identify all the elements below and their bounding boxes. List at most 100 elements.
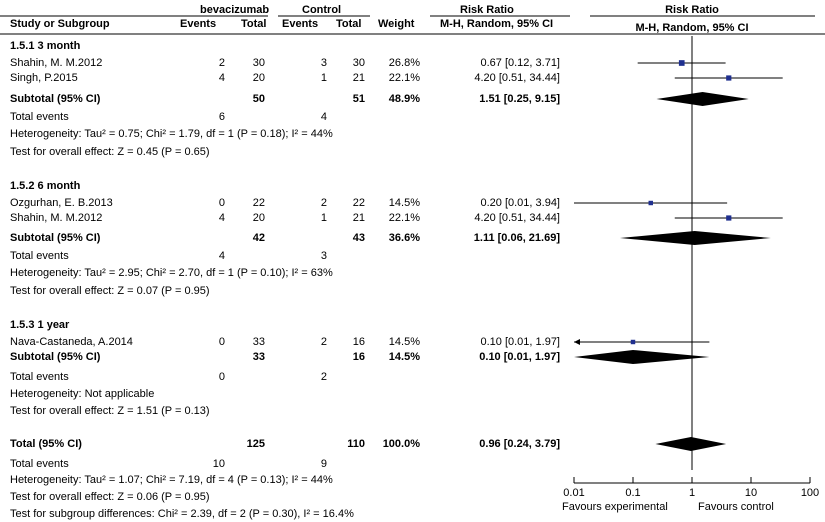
- total2-cell: 21: [352, 212, 365, 224]
- total1-cell: 30: [252, 57, 265, 69]
- study-point: [726, 75, 732, 81]
- x-tick-label: 1: [689, 487, 695, 499]
- heterogeneity-text: Heterogeneity: Not applicable: [10, 388, 155, 400]
- pooled-diamond: [619, 231, 771, 245]
- events2-cell: 1: [320, 212, 327, 224]
- heterogeneity-text: Heterogeneity: Tau² = 1.07; Chi² = 7.19,…: [10, 474, 333, 486]
- weight-cell: 22.1%: [388, 72, 420, 84]
- total-total2: 110: [347, 438, 365, 450]
- x-tick-label: 0.1: [625, 487, 640, 499]
- total1-cell: 22: [252, 197, 265, 209]
- events2-cell: 2: [320, 336, 327, 348]
- study-name: Shahin, M. M.2012: [10, 57, 103, 69]
- events1-cell: 0: [218, 197, 225, 209]
- total-events-label: Total events: [10, 458, 69, 470]
- weight-cell: 26.8%: [388, 57, 420, 69]
- total1-cell: 20: [252, 72, 265, 84]
- total1-header: Total: [241, 18, 267, 30]
- subgroup-differences-text: Test for subgroup differences: Chi² = 2.…: [10, 508, 354, 520]
- study-point: [678, 60, 685, 66]
- x-tick-label: 0.01: [563, 487, 584, 499]
- heterogeneity-text: Heterogeneity: Tau² = 0.75; Chi² = 1.79,…: [10, 128, 333, 140]
- total-events2: 2: [320, 371, 327, 383]
- ci-cell: 0.10 [0.01, 1.97]: [480, 336, 560, 348]
- subtotal-ci: 1.11 [0.06, 21.69]: [473, 232, 560, 244]
- total-events-label: Total events: [10, 250, 69, 262]
- subtotal-ci: 1.51 [0.25, 9.15]: [479, 93, 560, 105]
- study-point: [648, 200, 653, 206]
- study-point: [726, 215, 732, 221]
- subgroup-title: 1.5.2 6 month: [10, 180, 81, 192]
- events1-cell: 2: [218, 57, 225, 69]
- events1-cell: 4: [218, 72, 225, 84]
- total2-cell: 16: [352, 336, 365, 348]
- total2-cell: 21: [352, 72, 365, 84]
- rr-column-title: Risk Ratio: [460, 4, 514, 16]
- ci-cell: 4.20 [0.51, 34.44]: [474, 72, 560, 84]
- subtotal-total1: 33: [252, 351, 265, 363]
- plot-marks: [574, 36, 783, 470]
- total-ci: 0.96 [0.24, 3.79]: [479, 438, 560, 450]
- subtotal-total2: 43: [352, 232, 365, 244]
- events2-cell: 1: [320, 72, 327, 84]
- total-events1: 10: [212, 458, 225, 470]
- overall-effect-text: Test for overall effect: Z = 0.45 (P = 0…: [10, 146, 210, 158]
- total2-cell: 22: [352, 197, 365, 209]
- total-events2: 9: [320, 458, 327, 470]
- x-tick-label: 100: [801, 487, 819, 499]
- subtotal-total1: 42: [252, 232, 265, 244]
- ci-cell: 0.20 [0.01, 3.94]: [480, 197, 560, 209]
- total-events1: 4: [218, 250, 225, 262]
- total-events1: 6: [218, 111, 225, 123]
- pooled-diamond: [655, 437, 727, 451]
- total2-cell: 30: [352, 57, 365, 69]
- study-name: Ozgurhan, E. B.2013: [10, 197, 113, 209]
- subgroup-title: 1.5.1 3 month: [10, 40, 81, 52]
- favours-right-label: Favours control: [698, 501, 774, 513]
- heterogeneity-text: Heterogeneity: Tau² = 2.95; Chi² = 2.70,…: [10, 267, 333, 279]
- study-point: [630, 339, 636, 345]
- subtotal-total1: 50: [252, 93, 265, 105]
- events2-cell: 3: [320, 57, 327, 69]
- subtotal-weight: 14.5%: [388, 351, 420, 363]
- weight-cell: 22.1%: [388, 212, 420, 224]
- total-events2: 4: [320, 111, 327, 123]
- weight-cell: 14.5%: [388, 197, 420, 209]
- study-column-header: Study or Subgroup: [10, 18, 110, 30]
- subtotal-weight: 36.6%: [388, 232, 420, 244]
- rr-method-header: M-H, Random, 95% CI: [440, 18, 554, 30]
- events1-cell: 0: [218, 336, 225, 348]
- total-events-label: Total events: [10, 371, 69, 383]
- subtotal-label: Subtotal (95% CI): [10, 93, 101, 105]
- x-tick-label: 10: [745, 487, 757, 499]
- total-label: Total (95% CI): [10, 438, 82, 450]
- total-total1: 125: [246, 438, 265, 450]
- total-weight: 100.0%: [382, 438, 420, 450]
- study-name: Nava-Castaneda, A.2014: [10, 336, 133, 348]
- events2-cell: 2: [320, 197, 327, 209]
- total1-cell: 20: [252, 212, 265, 224]
- overall-effect-text: Test for overall effect: Z = 1.51 (P = 0…: [10, 405, 210, 417]
- subtotal-label: Subtotal (95% CI): [10, 351, 101, 363]
- overall-effect-text: Test for overall effect: Z = 0.06 (P = 0…: [10, 491, 210, 503]
- total-events2: 3: [320, 250, 327, 262]
- ci-arrow-left: [574, 339, 580, 345]
- plot-title: Risk Ratio: [665, 4, 719, 16]
- total2-header: Total: [336, 18, 362, 30]
- events2-header: Events: [282, 18, 319, 30]
- weight-header: Weight: [378, 18, 415, 30]
- pooled-diamond: [656, 92, 749, 106]
- total-events-label: Total events: [10, 111, 69, 123]
- events1-cell: 4: [218, 212, 225, 224]
- events1-header: Events: [180, 18, 217, 30]
- group1-header: bevacizumab: [200, 4, 270, 16]
- subtotal-weight: 48.9%: [388, 93, 420, 105]
- subgroup-title: 1.5.3 1 year: [10, 319, 70, 331]
- group2-header: Control: [302, 4, 342, 16]
- forest-plot-table: bevacizumab Control Risk Ratio Study or …: [10, 4, 560, 520]
- ci-cell: 0.67 [0.12, 3.71]: [480, 57, 560, 69]
- plot-method-header: M-H, Random, 95% CI: [635, 22, 748, 34]
- total-events1: 0: [218, 371, 225, 383]
- subtotal-total2: 16: [352, 351, 365, 363]
